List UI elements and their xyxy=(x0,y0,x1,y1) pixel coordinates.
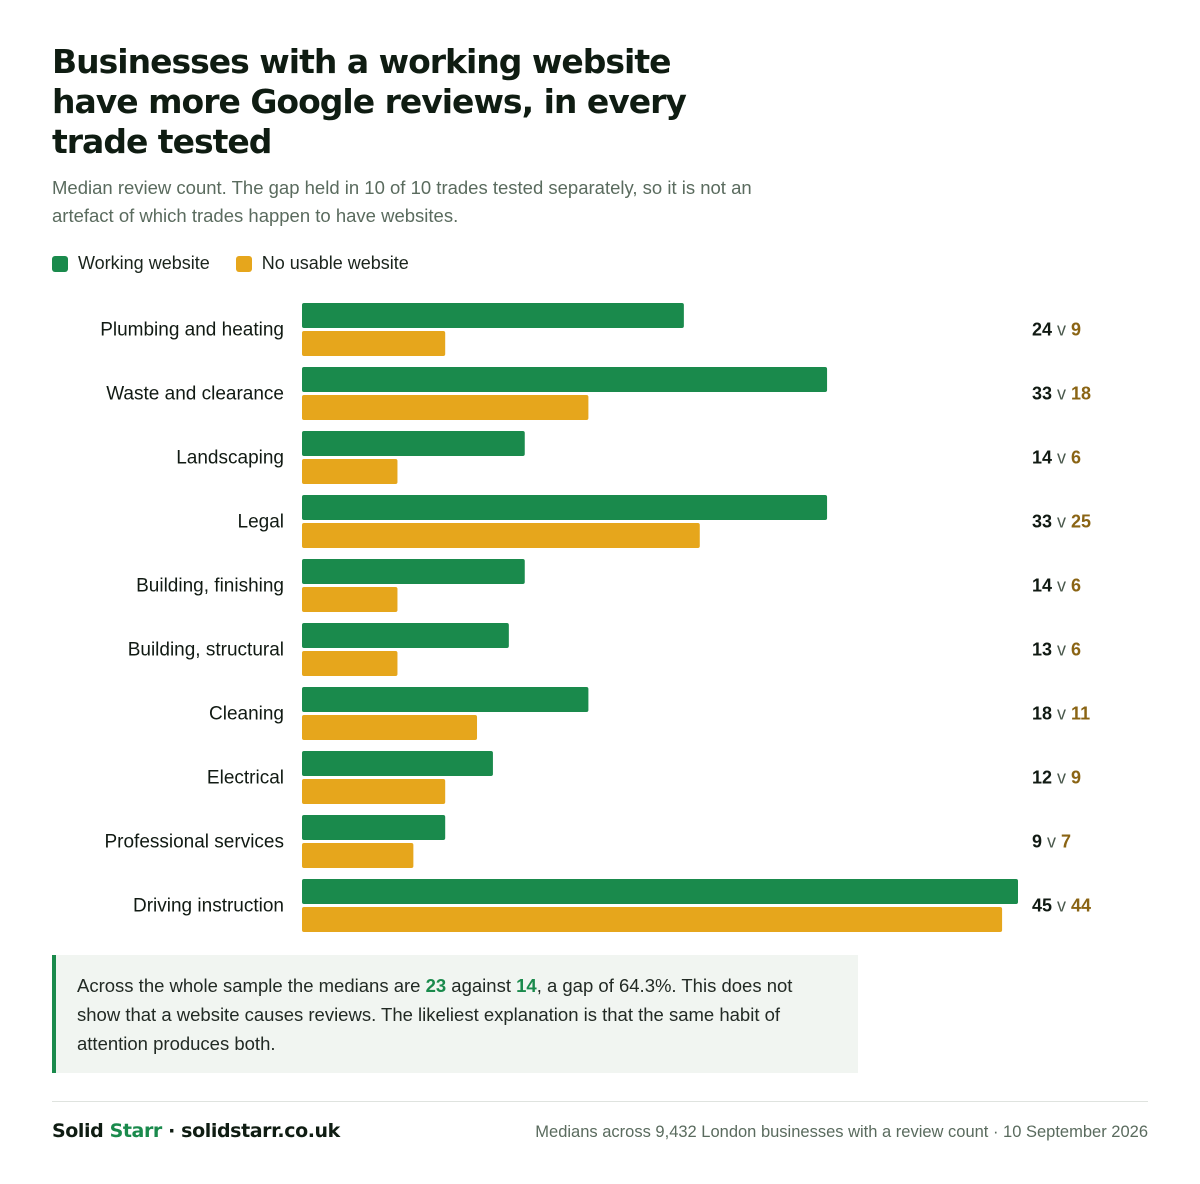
category-label: Professional services xyxy=(104,832,284,853)
value-label: 13 v 6 xyxy=(1032,640,1081,660)
value-label: 9 v 7 xyxy=(1032,832,1071,852)
category-label: Plumbing and heating xyxy=(100,320,284,341)
bar-no-usable-website xyxy=(302,779,446,804)
bar-no-usable-website xyxy=(302,843,414,868)
bar-no-usable-website xyxy=(302,395,589,420)
category-label: Landscaping xyxy=(176,448,284,469)
category-label: Waste and clearance xyxy=(106,384,284,405)
bar-no-usable-website xyxy=(302,331,446,356)
bar-no-usable-website xyxy=(302,651,398,676)
callout-working-median: 23 xyxy=(425,975,447,996)
bar-working-website xyxy=(302,879,1018,904)
summary-callout: Across the whole sample the medians are … xyxy=(52,955,858,1073)
footer-divider xyxy=(52,1101,1148,1102)
category-label: Building, finishing xyxy=(136,576,284,597)
value-label: 24 v 9 xyxy=(1032,320,1081,340)
legend-label-none: No usable website xyxy=(261,253,409,273)
category-label: Building, structural xyxy=(128,640,284,661)
value-label: 33 v 18 xyxy=(1032,384,1091,404)
category-label: Cleaning xyxy=(209,704,284,725)
brand-url: · solidstarr.co.uk xyxy=(161,1120,340,1142)
bar-working-website xyxy=(302,495,828,520)
bar-no-usable-website xyxy=(302,715,478,740)
category-label: Electrical xyxy=(207,768,284,789)
bar-working-website xyxy=(302,431,525,456)
bar-working-website xyxy=(302,751,493,776)
callout-text-1: Across the whole sample the medians are xyxy=(77,975,426,996)
bar-no-usable-website xyxy=(302,907,1003,932)
legend-swatch-working xyxy=(52,255,68,272)
bar-working-website xyxy=(302,367,828,392)
brand-logo: Solid Starr · solidstarr.co.uk xyxy=(52,1120,340,1142)
legend-label-working: Working website xyxy=(78,253,210,273)
legend: Working website No usable website xyxy=(52,253,435,274)
bar-working-website xyxy=(302,559,525,584)
bar-no-usable-website xyxy=(302,459,398,484)
bar-working-website xyxy=(302,687,589,712)
bar-no-usable-website xyxy=(302,523,700,548)
callout-text-2: against xyxy=(446,975,517,996)
value-label: 12 v 9 xyxy=(1032,768,1081,788)
bar-working-website xyxy=(302,815,446,840)
bar-working-website xyxy=(302,623,509,648)
value-label: 45 v 44 xyxy=(1032,896,1091,916)
category-label: Driving instruction xyxy=(133,896,284,917)
brand-name-1: Solid xyxy=(52,1120,110,1142)
value-label: 14 v 6 xyxy=(1032,448,1081,468)
footnote: Medians across 9,432 London businesses w… xyxy=(535,1123,1148,1141)
chart-title: Businesses with a working website have m… xyxy=(52,42,687,161)
callout-text-3: , a gap of 64.3%. This does not show tha… xyxy=(77,975,793,1054)
value-label: 14 v 6 xyxy=(1032,576,1081,596)
callout-none-median: 14 xyxy=(516,975,537,996)
legend-item-working: Working website xyxy=(52,253,210,274)
brand-name-2: Starr xyxy=(109,1120,163,1142)
bar-working-website xyxy=(302,303,684,328)
category-label: Legal xyxy=(238,512,285,533)
bar-chart: Plumbing and heating 24 v 9 Waste and clea… xyxy=(100,303,1091,932)
legend-swatch-none xyxy=(235,255,252,272)
bar-no-usable-website xyxy=(302,587,398,612)
value-label: 33 v 25 xyxy=(1032,512,1091,532)
value-label: 18 v 11 xyxy=(1032,704,1090,724)
legend-item-none: No usable website xyxy=(235,253,409,274)
chart-subtitle: Median review count. The gap held in 10 … xyxy=(52,177,752,226)
